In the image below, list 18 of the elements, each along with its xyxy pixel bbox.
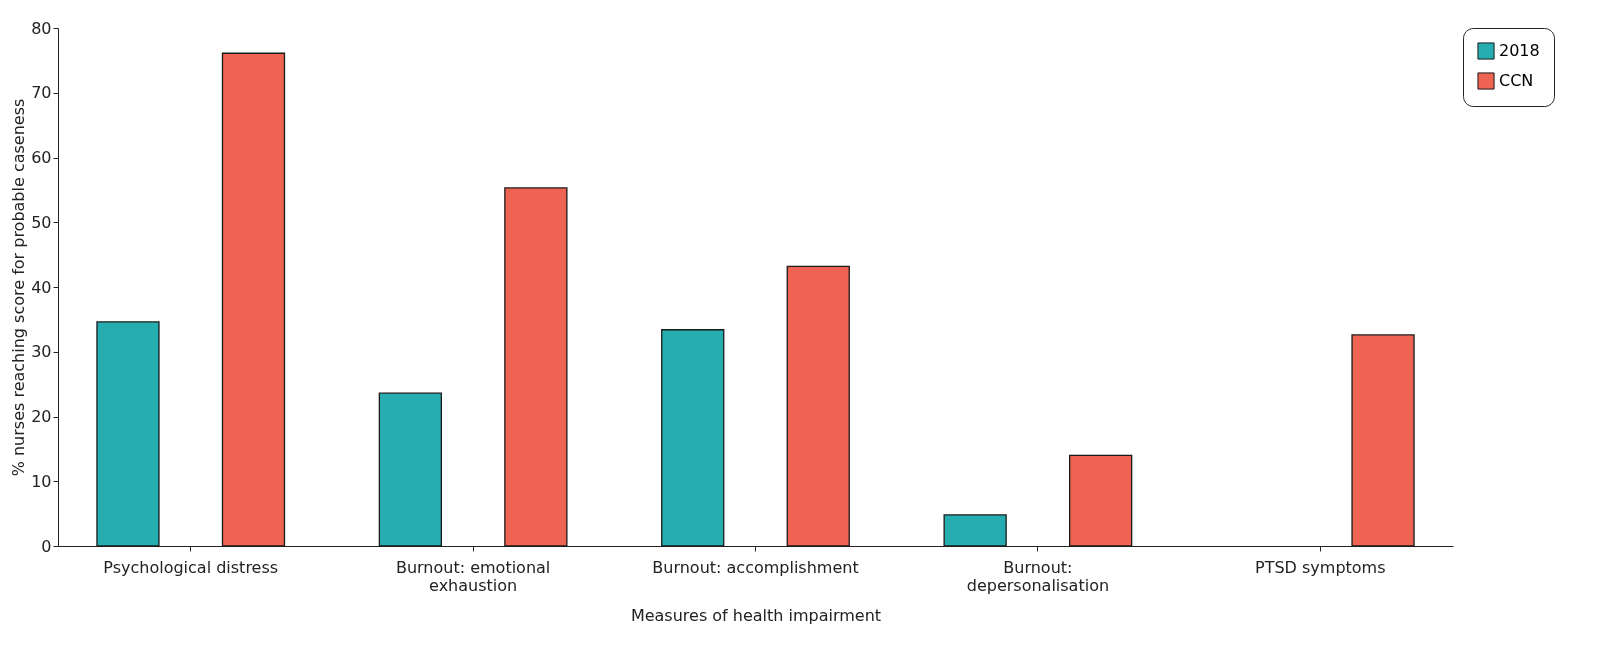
y-tick-label: 40 (31, 277, 52, 297)
y-tick-label: 50 (31, 212, 52, 232)
x-tick-label: Burnout: depersonalisation (966, 557, 1110, 595)
legend-label: 2018 (1499, 41, 1540, 60)
x-tick-label: Psychological distress (103, 557, 279, 577)
y-tick-label: 0 (41, 536, 52, 556)
y-tick-label: 20 (31, 407, 52, 426)
legend-label: CCN (1499, 71, 1534, 90)
y-tick-label: 60 (31, 148, 52, 167)
y-tick-label: 80 (31, 18, 52, 38)
x-tick-label: Burnout: accomplishment (652, 557, 859, 577)
x-tick-label: Burnout: emotional exhaustion (395, 557, 551, 595)
x-axis-title: Measures of health impairment (630, 605, 882, 625)
y-tick-label: 10 (31, 471, 52, 491)
y-tick-label: 70 (31, 83, 52, 103)
y-axis-title: % nurses reaching score for probable caseness (9, 98, 29, 477)
x-tick-label: PTSD symptoms (1255, 557, 1386, 577)
y-tick-label: 30 (31, 342, 52, 362)
